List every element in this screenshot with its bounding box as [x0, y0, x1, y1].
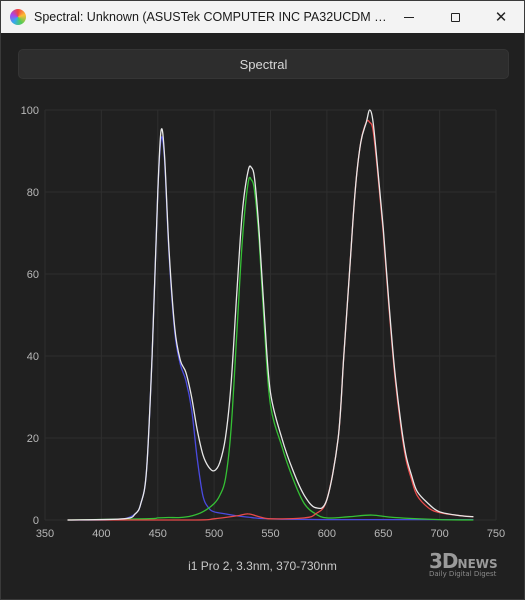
x-tick-label: 700	[430, 528, 448, 540]
y-tick-label: 80	[27, 187, 39, 199]
window-controls: ✕	[386, 1, 524, 33]
x-tick-label: 500	[205, 528, 223, 540]
green-spectrum-line	[67, 176, 474, 521]
minimize-button[interactable]	[386, 1, 432, 33]
instrument-caption: i1 Pro 2, 3.3nm, 370-730nm	[188, 559, 337, 573]
x-tick-label: 550	[261, 528, 279, 540]
x-tick-label: 450	[149, 528, 167, 540]
spectral-app-icon	[10, 9, 26, 25]
watermark-tagline: Daily Digital Digest	[429, 570, 497, 578]
close-button[interactable]: ✕	[478, 1, 524, 33]
maximize-button[interactable]	[432, 1, 478, 33]
y-tick-label: 100	[21, 105, 39, 117]
maximize-icon	[450, 12, 460, 22]
x-tick-label: 750	[487, 528, 505, 540]
minimize-icon	[404, 16, 414, 18]
y-tick-label: 60	[27, 269, 39, 281]
watermark-logo: 3DNEWS Daily Digital Digest	[429, 549, 513, 581]
content-area: Spectral	[1, 33, 524, 599]
x-tick-label: 350	[36, 528, 54, 540]
spectral-button[interactable]: Spectral	[18, 49, 509, 79]
close-icon: ✕	[494, 8, 508, 26]
window-title: Spectral: Unknown (ASUSTek COMPUTER INC …	[34, 10, 394, 24]
y-tick-label: 20	[27, 433, 39, 445]
white-spectrum-line	[67, 109, 474, 521]
title-bar[interactable]: Spectral: Unknown (ASUSTek COMPUTER INC …	[1, 1, 524, 33]
watermark-brand: 3D	[429, 549, 459, 573]
x-tick-label: 650	[374, 528, 392, 540]
x-tick-label: 600	[318, 528, 336, 540]
y-tick-label: 40	[27, 351, 39, 363]
y-tick-label: 0	[33, 515, 39, 527]
spectral-chart: 350 400 450 500 550 600 650 700 750 0 20 40 60 80 100	[21, 105, 506, 540]
watermark-brand-news: NEWS	[457, 557, 498, 571]
x-tick-label: 400	[92, 528, 110, 540]
